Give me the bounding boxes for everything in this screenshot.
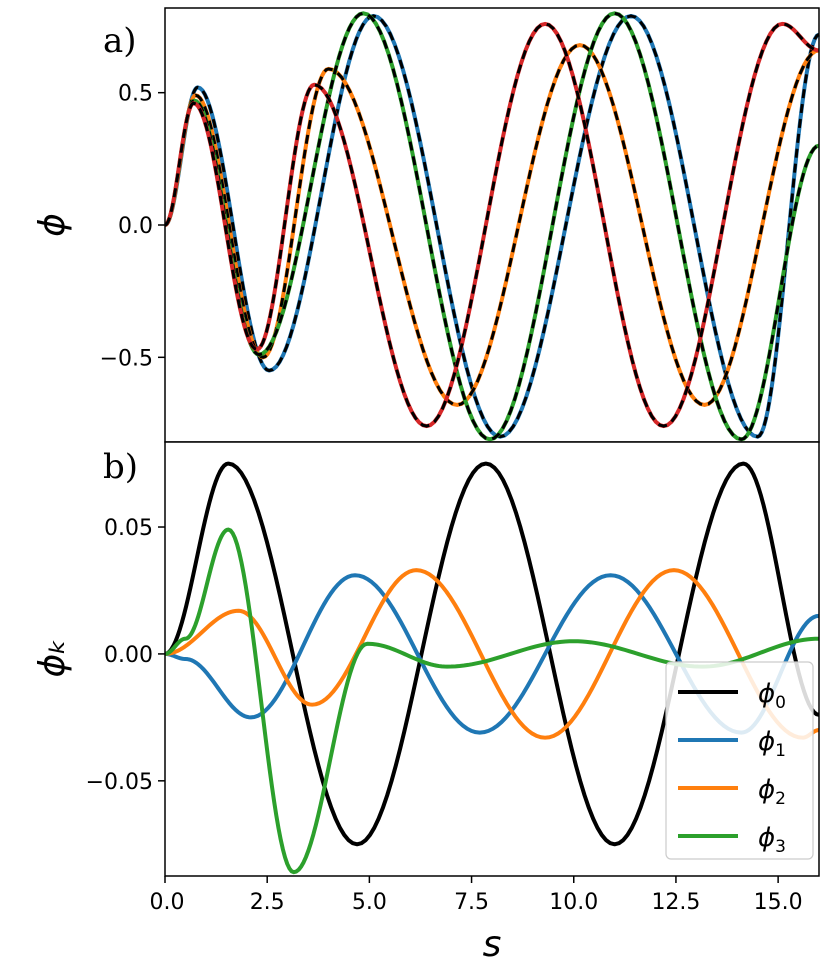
panel-a-y-axis-label: ϕ xyxy=(32,213,73,237)
series-overlay-dashed-3 xyxy=(164,22,820,428)
series-line-b-0 xyxy=(164,461,820,847)
legend-box xyxy=(665,661,814,860)
panel-b-label: b) xyxy=(103,447,138,487)
panel-b: −0.05 0.00 0.05 0.0 2.5 5.0 7.5 10.0 12.5 15.0 b… xyxy=(32,441,821,965)
panel-b-y-axis-label: ϕₖ xyxy=(32,638,73,677)
y-tick-label: 0.5 xyxy=(118,82,153,107)
panel-a-label: a) xyxy=(103,21,137,61)
y-tick-label: 0.0 xyxy=(118,214,153,239)
x-tick-label: 5.0 xyxy=(352,890,387,915)
y-tick-label: 0.05 xyxy=(104,516,153,541)
x-tick-label: 2.5 xyxy=(250,890,285,915)
y-tick-label: 0.00 xyxy=(104,643,153,668)
x-tick-label: 12.5 xyxy=(651,890,700,915)
series-line-b-3 xyxy=(163,527,820,875)
y-tick-label: −0.05 xyxy=(86,770,153,795)
panel-b-y-ticks: −0.05 0.00 0.05 xyxy=(86,516,165,795)
x-tick-label: 7.5 xyxy=(454,890,489,915)
panel-b-frame xyxy=(164,441,820,877)
x-tick-label: 0.0 xyxy=(150,890,185,915)
panel-a-y-ticks: −0.5 0.0 0.5 xyxy=(100,82,165,371)
x-axis-label: s xyxy=(483,924,502,965)
x-tick-label: 10.0 xyxy=(549,890,598,915)
series-overlay-dashed-0 xyxy=(164,14,820,439)
series-overlay-dashed-1 xyxy=(164,43,820,407)
x-tick-label: 15.0 xyxy=(754,890,803,915)
panel-a-lines xyxy=(163,11,820,442)
panel-a-background xyxy=(165,8,819,442)
panel-a: −0.5 0.0 0.5 a) ϕ xyxy=(32,7,820,443)
y-tick-label: −0.5 xyxy=(100,346,153,371)
panel-b-x-ticks: 0.0 2.5 5.0 7.5 10.0 12.5 15.0 xyxy=(150,876,803,915)
